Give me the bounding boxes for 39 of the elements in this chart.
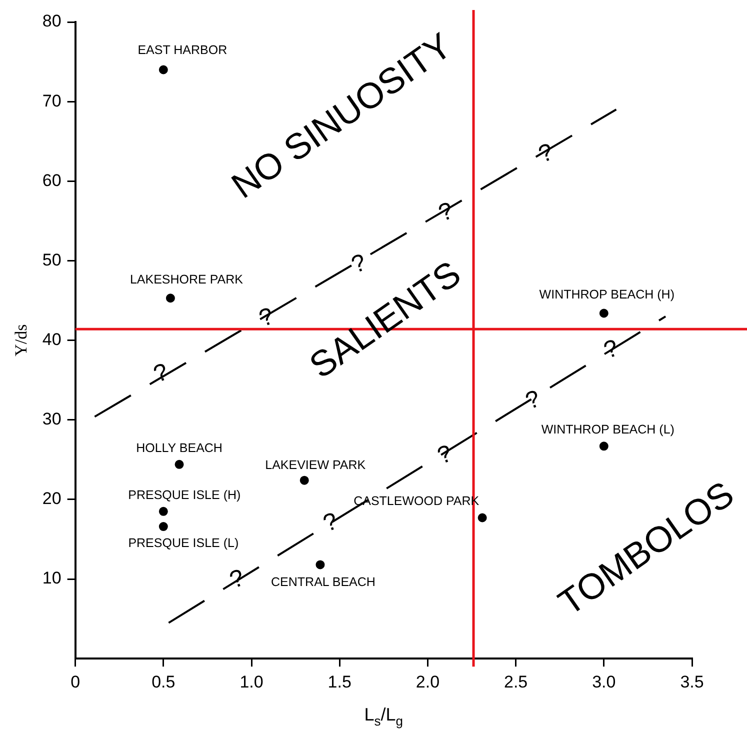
point <box>478 513 487 522</box>
point <box>158 65 168 74</box>
y-tick-label: 10 <box>42 568 62 588</box>
x-tick-label: 1.5 <box>328 672 352 692</box>
data-label: CENTRAL BEACH <box>271 575 376 590</box>
y-tick-label: 50 <box>42 250 62 270</box>
data-label: HOLLY BEACH <box>136 440 222 455</box>
data-label: WINTHROP BEACH (H) <box>539 288 674 302</box>
annotation: ? <box>150 358 172 388</box>
data-label: LAKESHORE PARK <box>130 272 244 287</box>
x-tick-label: 3.0 <box>592 672 616 692</box>
point <box>300 476 309 485</box>
data-label: LAKEVIEW PARK <box>265 458 366 472</box>
y-axis-title: Y/ds <box>12 324 31 356</box>
data-label: PRESQUE ISLE (H) <box>128 488 241 502</box>
x-tick-label: 0.5 <box>152 672 176 692</box>
point <box>166 294 175 303</box>
y-tick-label: 60 <box>42 170 62 190</box>
y-tick-label: 70 <box>42 91 62 110</box>
data-label: WINTHROP BEACH (L) <box>541 422 674 437</box>
y-tick-label: 40 <box>42 330 62 349</box>
x-tick-label: 1.0 <box>240 672 264 692</box>
x-tick-label: 2.0 <box>416 672 440 692</box>
data-label: EAST HARBOR <box>138 43 228 58</box>
x-tick-label: 0 <box>70 672 80 692</box>
x-tick-label: 3.5 <box>680 672 704 692</box>
point <box>599 308 608 318</box>
point <box>158 522 168 532</box>
point <box>316 560 325 570</box>
y-tick-label: 80 <box>42 12 62 31</box>
data-label: PRESQUE ISLE (L) <box>128 536 239 550</box>
annotation: ? <box>522 385 544 416</box>
point <box>158 506 168 516</box>
point <box>174 460 184 469</box>
x-tick-label: 2.5 <box>504 672 528 692</box>
point <box>599 442 608 451</box>
y-tick-label: 20 <box>42 489 62 508</box>
annotation: ? <box>320 508 342 538</box>
y-tick-label: 30 <box>42 410 62 429</box>
